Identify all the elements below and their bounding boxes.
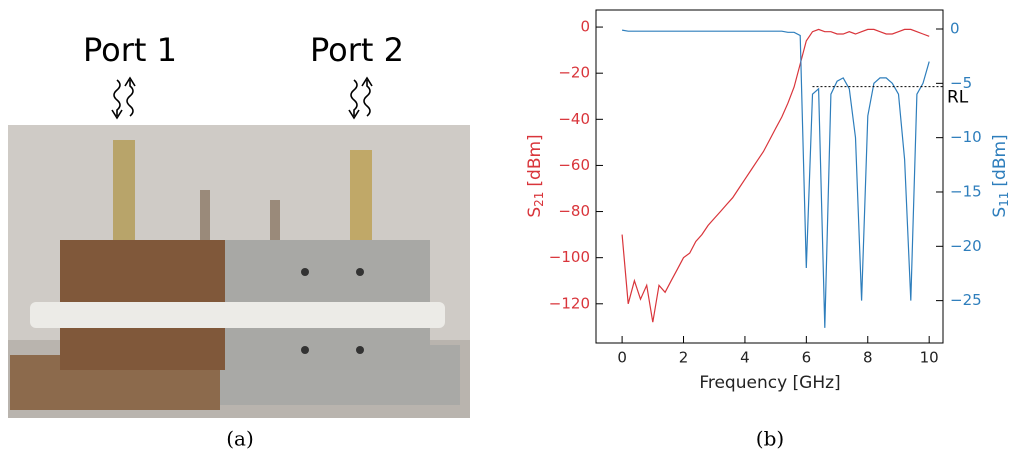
y-tick-label: −20 xyxy=(558,64,590,82)
y-tick-label: −80 xyxy=(558,202,590,220)
caption: (b) xyxy=(756,427,784,451)
holes xyxy=(301,268,364,354)
port-label: Port 2 xyxy=(310,31,404,69)
x-tick-label: 4 xyxy=(740,349,750,367)
y-tick-label: −100 xyxy=(549,248,590,266)
caption: (a) xyxy=(226,427,254,451)
wave-arrows xyxy=(111,76,373,120)
y2-tick-label: 0 xyxy=(950,20,960,38)
label-sub: 21 xyxy=(532,192,546,207)
rl-label: RL xyxy=(947,88,969,108)
label-symbol: S xyxy=(525,207,545,218)
y2-tick-label: −20 xyxy=(950,237,982,255)
x-tick-label: 6 xyxy=(802,349,812,367)
y-tick-label: 0 xyxy=(580,18,590,36)
x-axis-label: Frequency [GHz] xyxy=(699,373,840,393)
x-tick-label: 8 xyxy=(863,349,873,367)
plot-frame xyxy=(595,9,944,344)
port-label: Port 1 xyxy=(83,31,177,69)
y2-tick-label: −10 xyxy=(950,128,982,146)
label-unit: [dBm] xyxy=(990,134,1010,186)
connector xyxy=(113,140,135,240)
label-sub: 11 xyxy=(997,192,1011,207)
label-symbol: S xyxy=(990,207,1010,218)
series-line xyxy=(621,28,930,323)
y2-tick-label: −5 xyxy=(950,74,972,92)
y2-tick-label: −15 xyxy=(950,182,982,200)
x-tick-label: 0 xyxy=(617,349,627,367)
label-unit: [dBm] xyxy=(525,134,545,186)
photo: Port 1 Port 2 (a) xyxy=(8,31,470,451)
pin xyxy=(200,190,210,240)
y2-axis-label: S11 [dBm] xyxy=(990,134,1011,217)
y-tick-label: −120 xyxy=(549,294,590,312)
x-tick-label: 10 xyxy=(920,349,939,367)
connector xyxy=(350,150,372,240)
y2-tick-label: −25 xyxy=(950,291,982,309)
pin xyxy=(270,200,280,240)
series-line xyxy=(621,29,930,328)
ring xyxy=(30,302,445,328)
y-axis-label: S21 [dBm] xyxy=(525,134,546,217)
y-tick-label: −60 xyxy=(558,156,590,174)
x-tick-label: 2 xyxy=(679,349,689,367)
y-tick-label: −40 xyxy=(558,110,590,128)
